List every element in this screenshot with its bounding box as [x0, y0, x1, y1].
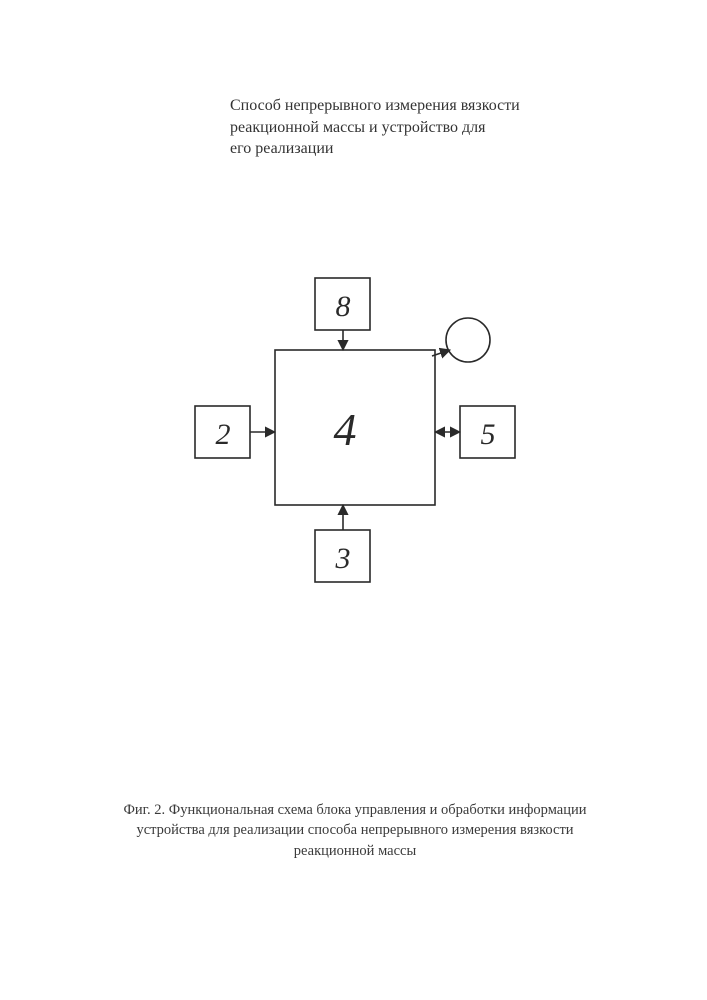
node-circle: [446, 318, 490, 362]
node-top-label: 8: [336, 290, 351, 323]
node-bottom-label: 3: [335, 542, 351, 575]
node-left-label: 2: [216, 418, 231, 451]
node-center-label: 4: [334, 404, 357, 455]
figure-caption: Фиг. 2. Функциональная схема блока управ…: [90, 800, 620, 861]
caption-line-3: реакционной массы: [90, 841, 620, 861]
page: Способ непрерывного измерения вязкости р…: [0, 0, 707, 1000]
caption-line-1: Фиг. 2. Функциональная схема блока управ…: [90, 800, 620, 820]
node-right-label: 5: [481, 418, 496, 451]
caption-line-2: устройства для реализации способа непрер…: [90, 820, 620, 840]
